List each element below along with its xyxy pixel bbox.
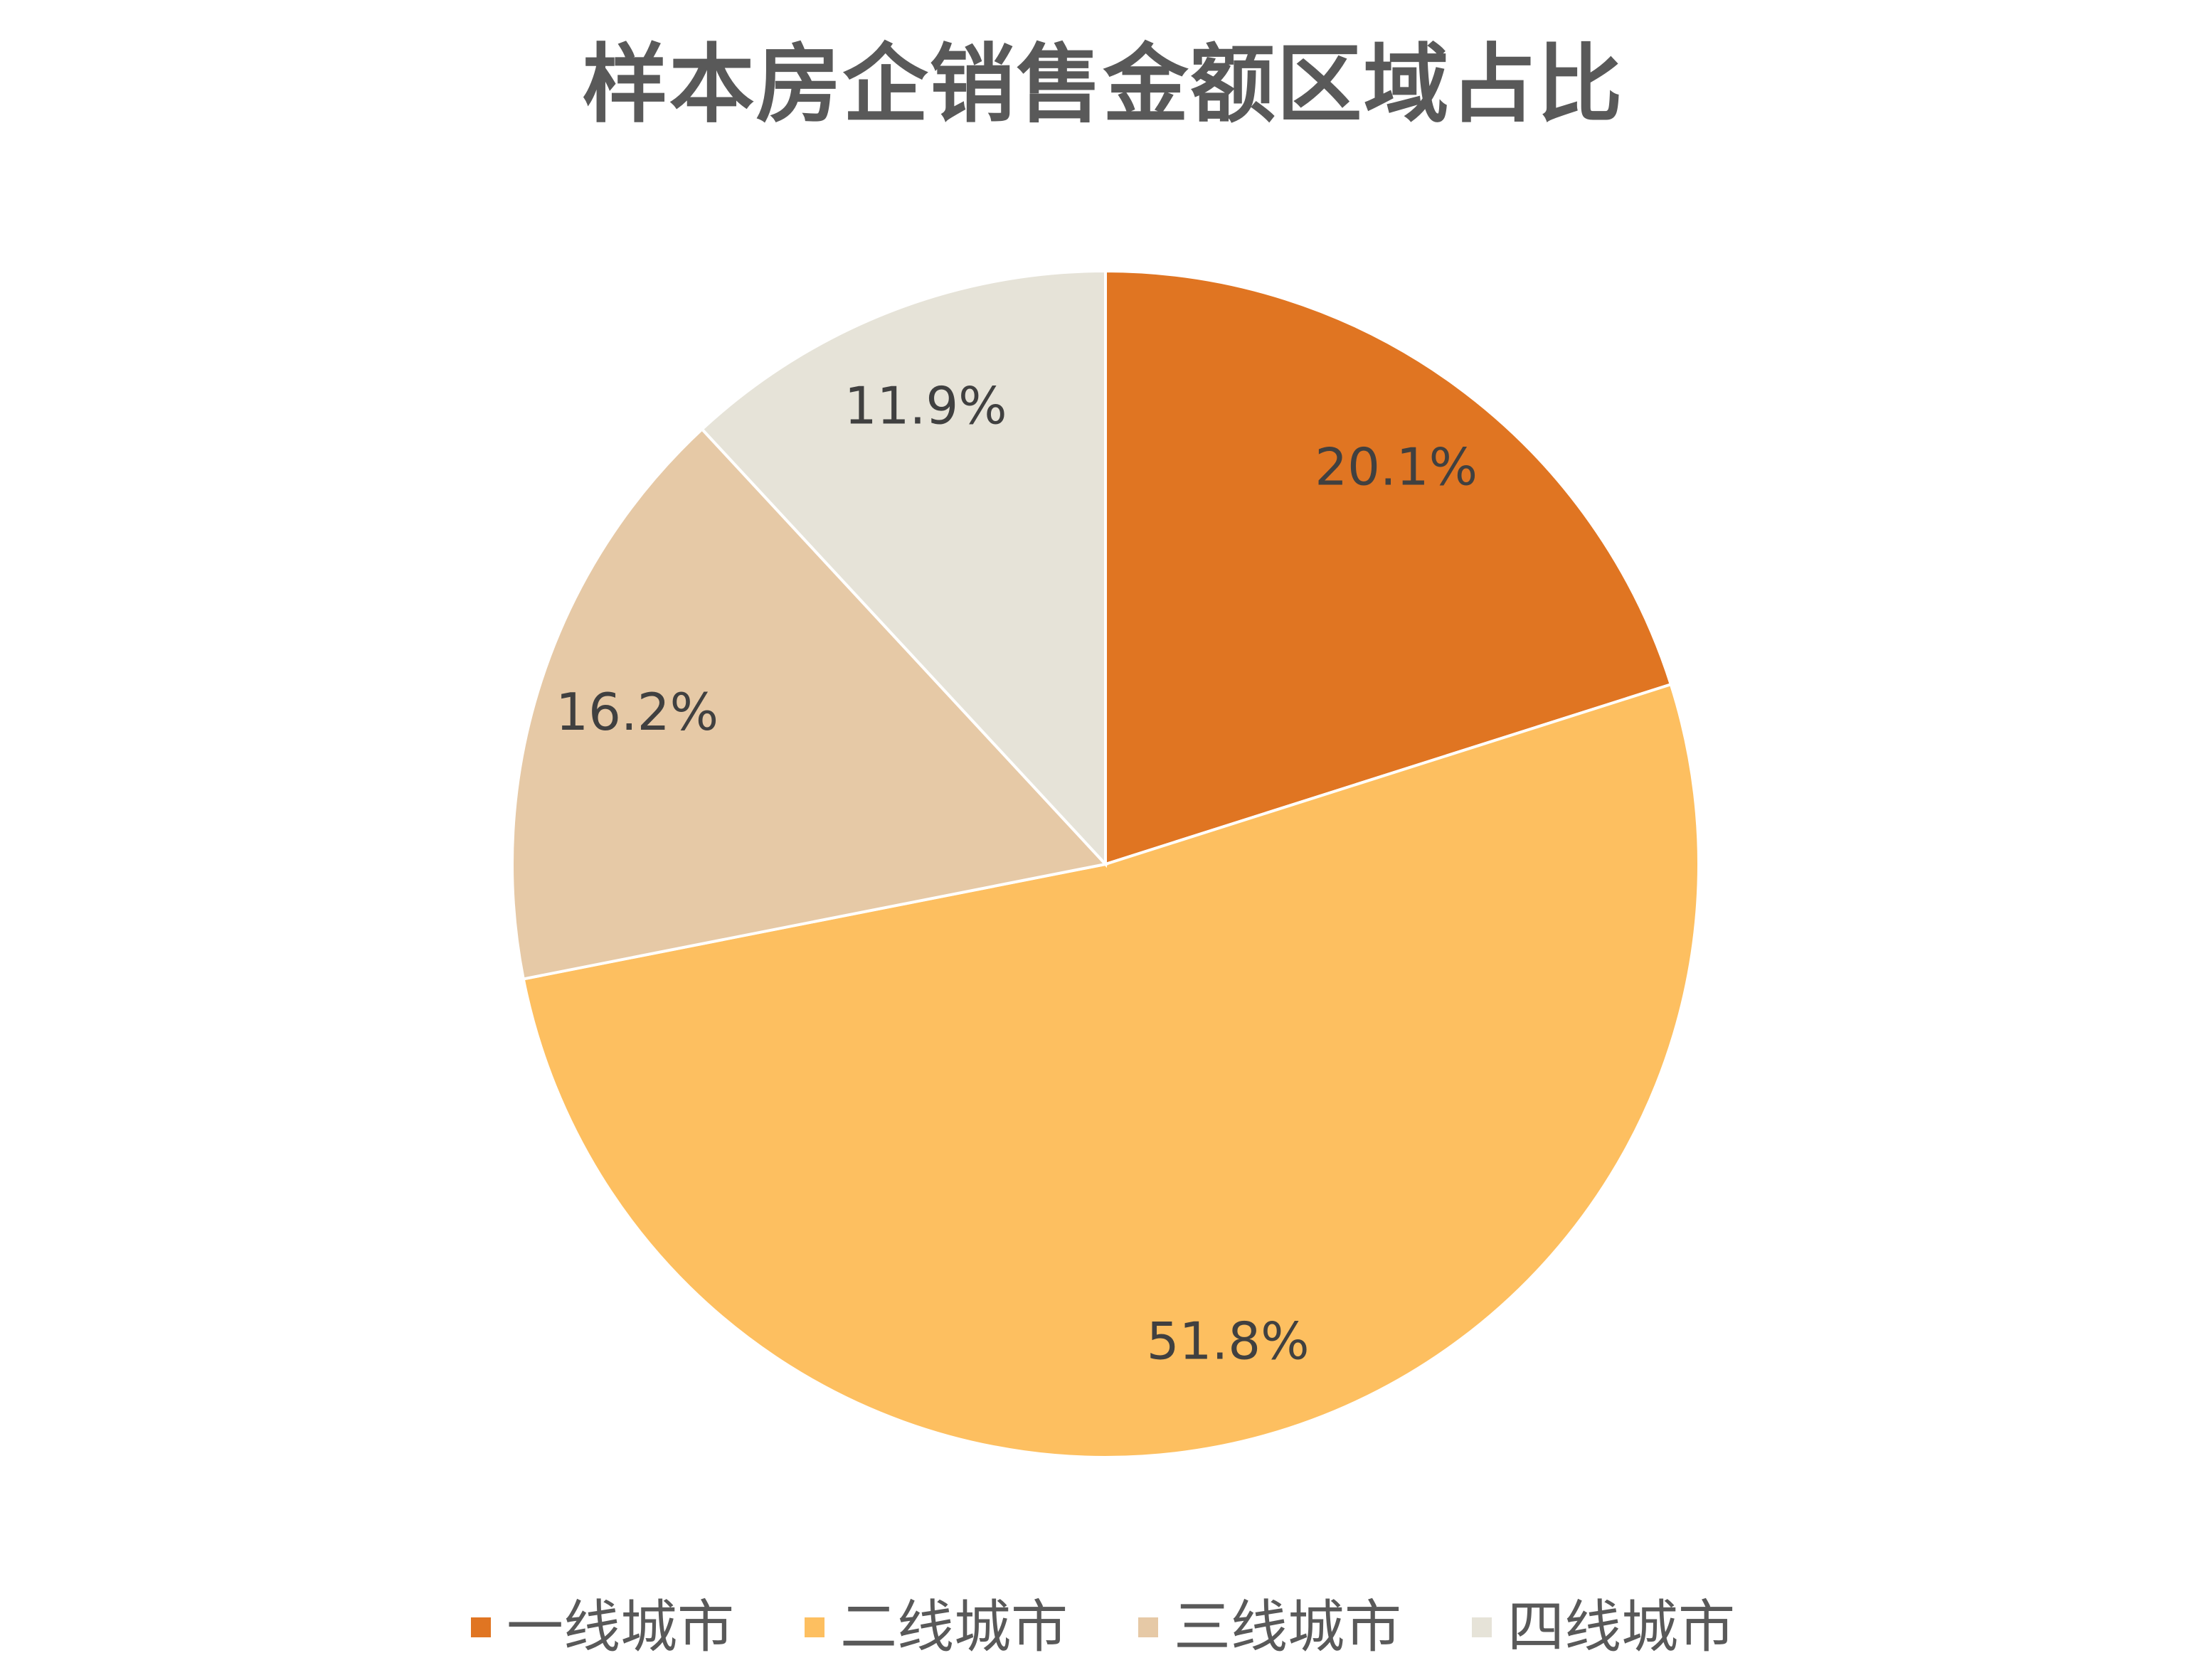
legend-swatch-tier1: [471, 1617, 491, 1637]
legend-item-tier3: 三线城市: [1138, 1593, 1401, 1662]
data-label-2: 51.8%: [1147, 1311, 1310, 1371]
legend-label-tier4: 四线城市: [1507, 1594, 1735, 1660]
legend-label-tier3: 三线城市: [1174, 1594, 1401, 1660]
pie-slice-4: [700, 269, 1107, 868]
data-label-1: 20.1%: [1315, 437, 1478, 496]
legend-item-tier4: 四线城市: [1472, 1593, 1735, 1662]
pie-data-labels: 20.1% 51.8% 16.2% 11.9%: [556, 376, 1478, 1371]
legend-label-tier2: 二线城市: [840, 1594, 1068, 1660]
legend-label-tier1: 一线城市: [507, 1594, 734, 1660]
pie-slices: [511, 269, 1700, 1460]
pie-slice-2: [521, 682, 1700, 1460]
pie-slice-1: [1104, 269, 1673, 866]
legend-item-tier2: 二线城市: [805, 1593, 1068, 1662]
legend-swatch-tier4: [1472, 1617, 1492, 1637]
pie-slice-3: [511, 427, 1108, 981]
legend-swatch-tier2: [805, 1617, 824, 1637]
chart-title: 样本房企销售金额区域占比: [582, 36, 1624, 134]
legend-item-tier1: 一线城市: [471, 1593, 734, 1662]
data-label-3: 16.2%: [556, 682, 718, 742]
legend-swatch-tier3: [1138, 1617, 1158, 1637]
data-label-4: 11.9%: [844, 376, 1007, 436]
chart-legend: 一线城市 二线城市 三线城市 四线城市: [0, 1593, 2206, 1662]
